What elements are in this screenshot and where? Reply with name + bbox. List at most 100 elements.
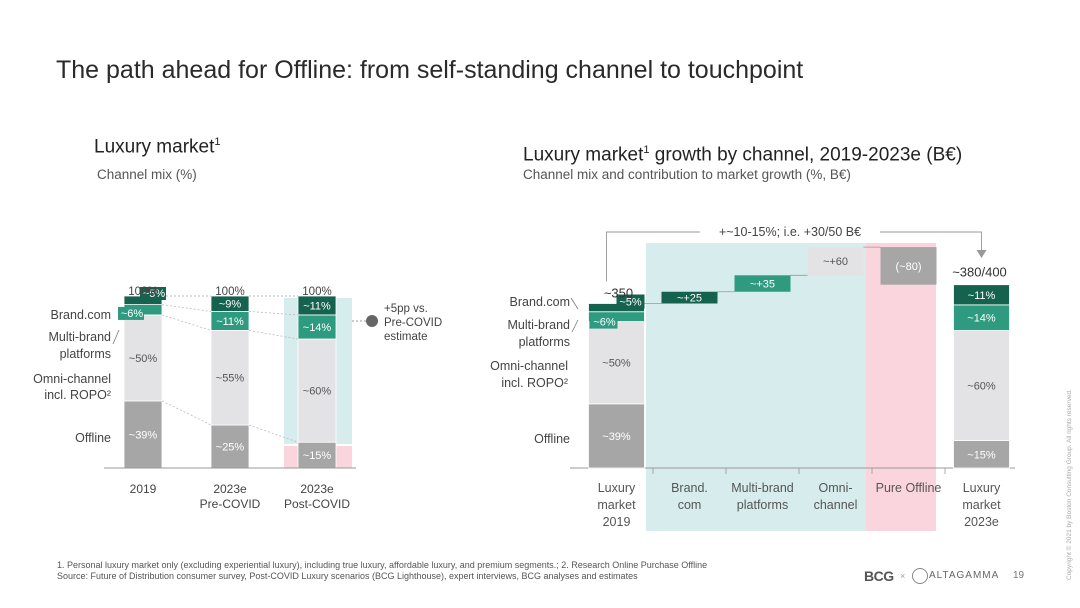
label-multibrand-0: ~6% (121, 308, 144, 320)
label-2019-brand: ~5% (619, 297, 642, 309)
legend-multibrand-1: Multi-brand (507, 318, 570, 332)
legend-brandcom: Brand.com (51, 308, 111, 322)
legend-multibrand-2: platforms (60, 347, 111, 361)
annotation-dot-icon (366, 315, 378, 327)
x-tick-label-1-1: Pre-COVID (200, 497, 261, 511)
x-tick-label-0-0: 2019 (130, 482, 157, 496)
legend-omni-1: Omni-channel (490, 359, 568, 373)
total-label-2019: ~350 (604, 286, 633, 301)
bar-omni-0 (123, 314, 163, 402)
legend-brandcom: Brand.com (510, 295, 570, 309)
x-tick-label-0-2: 2019 (603, 515, 631, 529)
copyright-notice: Copyright © 2021 by Boston Consulting Gr… (1066, 389, 1073, 580)
left-panel-subtitle: Channel mix (%) (97, 167, 197, 182)
connector-offline-1 (248, 424, 299, 443)
label-brand-1: ~9% (219, 299, 242, 311)
bar-2023e-brand (953, 284, 1010, 306)
annotation-line-1: Pre-COVID (384, 317, 442, 329)
legend-omni-2: incl. ROPO² (44, 388, 111, 402)
legend-brandcom-pointer (570, 297, 579, 310)
label-bg-2019-multibrand (589, 314, 618, 329)
legend-multibrand-2: platforms (519, 335, 570, 349)
bar-delta-1 (661, 291, 718, 304)
logo-separator: × (900, 571, 906, 581)
label-2023e-offline: ~15% (967, 449, 996, 461)
footnote-source: Source: Future of Distribution consumer … (57, 571, 638, 581)
label-2023e-brand: ~11% (968, 290, 996, 302)
connector-offline-0 (161, 400, 212, 426)
bar-2019-offline (588, 403, 645, 469)
bar-brand-1 (210, 295, 250, 312)
label-bg-multibrand-0 (118, 306, 144, 320)
label-brand-2: ~11% (303, 300, 331, 312)
connector-omni-0 (161, 314, 212, 331)
bar-multibrand-2 (297, 314, 337, 340)
x-tick-label-3-1: channel (814, 498, 858, 512)
page-number: 19 (1013, 570, 1025, 581)
label-2019-offline: ~39% (602, 431, 631, 443)
label-multibrand-1: ~11% (216, 316, 244, 328)
altagamma-logo: ALTAGAMMA (929, 570, 1000, 581)
total-label-1: 100% (215, 286, 244, 298)
label-delta-1: ~+25 (677, 293, 702, 305)
x-tick-label-1-0: Brand. (671, 481, 708, 495)
x-tick-label-0-1: market (597, 498, 636, 512)
bar-2019-omni (588, 321, 645, 405)
bar-delta-2 (734, 275, 791, 292)
label-offline-0: ~39% (129, 429, 158, 441)
bar-2023e-multibrand (953, 304, 1010, 331)
x-tick-label-3-0: Omni- (818, 481, 852, 495)
x-tick-label-5-1: market (962, 498, 1001, 512)
connector-omni-1 (248, 330, 299, 340)
right-panel-subtitle: Channel mix and contribution to market g… (523, 167, 851, 182)
total-label-2: 100% (302, 286, 331, 298)
footnote-line1: 1. Personal luxury market only (excludin… (57, 560, 708, 570)
legend-multibrand-1: Multi-brand (48, 330, 111, 344)
total-label-2023e: ~380/400 (952, 265, 1007, 280)
label-omni-0: ~50% (129, 353, 158, 365)
legend-omni-1: Omni-channel (33, 372, 111, 386)
x-tick-label-0-0: Luxury (598, 481, 636, 495)
growth-arrow-icon (976, 250, 987, 258)
x-tick-label-1-0: 2023e (213, 482, 247, 496)
right-panel-title: Luxury market1 growth by channel, 2019-2… (523, 144, 963, 166)
growth-annotation-bg (700, 224, 880, 240)
bar-omni-1 (210, 329, 250, 426)
label-bg-2019-brand (616, 294, 645, 309)
label-bg-brand-0 (140, 287, 166, 300)
x-tick-label-2-0: Multi-brand (731, 481, 794, 495)
bar-delta-4 (880, 247, 937, 285)
label-omni-2: ~60% (303, 386, 332, 398)
bar-omni-2 (297, 338, 337, 443)
label-offline-1: ~25% (216, 442, 245, 454)
left-panel-title: Luxury market1 (94, 136, 221, 158)
label-delta-4: (~80) (896, 261, 922, 273)
legend-offline: Offline (75, 431, 111, 445)
x-tick-label-1-1: com (678, 498, 702, 512)
annotation-line-2: estimate (384, 331, 427, 343)
pure-offline-band (866, 243, 936, 531)
label-delta-2: ~+35 (750, 279, 775, 291)
label-2023e-multibrand: ~14% (967, 313, 996, 325)
altagamma-emblem-icon (912, 568, 928, 584)
x-tick-label-2-1: Post-COVID (284, 497, 350, 511)
label-omni-1: ~55% (216, 373, 245, 385)
connector-multibrand-1 (248, 311, 299, 316)
x-tick-label-4-0: Pure Offline (876, 481, 942, 495)
bar-offline-0 (123, 400, 163, 469)
label-delta-3: ~+60 (823, 256, 848, 268)
total-label-0: 100% (128, 286, 157, 298)
legend-offline: Offline (534, 432, 570, 446)
label-brand-0: ~5% (143, 288, 166, 300)
bar-2023e-omni (953, 330, 1010, 441)
legend-multibrand-pointer (571, 319, 579, 333)
annotation-line-0: +5pp vs. (384, 303, 428, 315)
x-tick-label-2-1: platforms (737, 498, 788, 512)
bcg-logo: BCG (864, 568, 894, 584)
x-tick-label-5-0: Luxury (963, 481, 1001, 495)
legend-multibrand-pointer (112, 329, 120, 345)
bar-delta-3 (807, 247, 864, 276)
